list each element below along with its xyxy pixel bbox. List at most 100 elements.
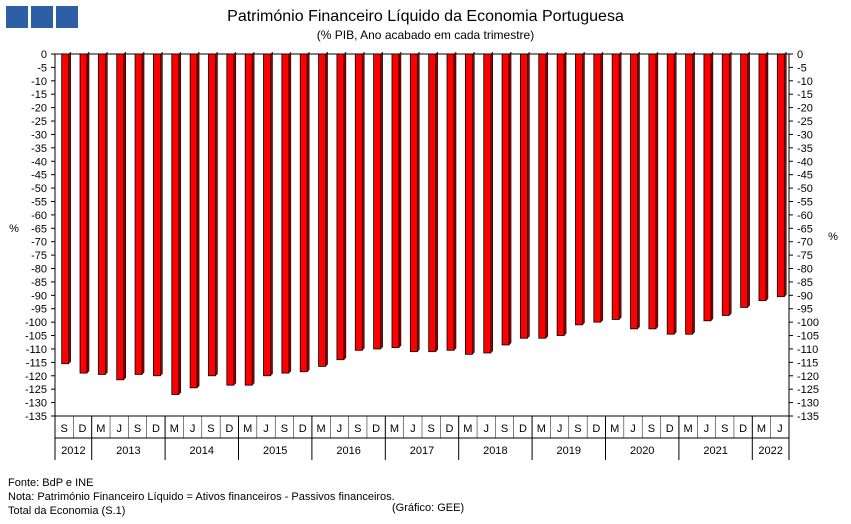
- y-tick-label-right: -50: [797, 183, 813, 195]
- x-tick-label: D: [299, 423, 307, 435]
- year-label: 2014: [190, 445, 214, 457]
- bar: [189, 53, 198, 389]
- year-label: 2015: [263, 445, 287, 457]
- x-tick-label: D: [739, 423, 747, 435]
- bar-side: [453, 51, 457, 351]
- y-tick-label-left: -105: [25, 331, 47, 343]
- bar: [61, 53, 70, 365]
- logo-square: [56, 6, 78, 28]
- y-tick-label-right: -130: [797, 398, 819, 410]
- y-tick-label-left: -10: [31, 76, 47, 88]
- bar: [703, 53, 712, 322]
- x-tick-label: M: [390, 423, 399, 435]
- bar-side: [563, 51, 567, 337]
- bar-side: [637, 51, 640, 330]
- year-label: 2018: [483, 445, 507, 457]
- y-tick-label-left: -60: [31, 210, 47, 222]
- x-tick-label: D: [152, 423, 160, 435]
- y-tick-label-left: -50: [31, 183, 47, 195]
- bar: [483, 53, 492, 354]
- bar-side: [215, 51, 218, 377]
- year-label: 2021: [703, 445, 727, 457]
- logo-square: [31, 6, 53, 28]
- bar-side: [417, 51, 420, 353]
- x-tick-label: S: [354, 423, 361, 435]
- bar: [721, 53, 730, 316]
- year-label: 2019: [557, 445, 581, 457]
- y-tick-label-left: -15: [31, 89, 47, 101]
- bar: [758, 53, 767, 302]
- y-tick-label-right: -55: [797, 196, 813, 208]
- chart-title: Património Financeiro Líquido da Economi…: [227, 8, 624, 25]
- y-tick-label-right: -80: [797, 264, 813, 276]
- y-tick-label-right: -100: [797, 317, 819, 329]
- y-tick-label-left: -85: [31, 277, 47, 289]
- y-tick-label-left: 0: [41, 49, 47, 61]
- bar-side: [196, 51, 200, 389]
- y-tick-label-left: -100: [25, 317, 47, 329]
- bar-side: [343, 51, 347, 361]
- bar-side: [68, 51, 71, 365]
- bar: [464, 53, 473, 355]
- y-tick-label-left: -55: [31, 196, 47, 208]
- y-tick-label-left: -80: [31, 264, 47, 276]
- bar-side: [692, 51, 695, 335]
- bar: [593, 53, 602, 323]
- x-tick-label: M: [537, 423, 546, 435]
- year-label: 2012: [61, 445, 85, 457]
- bar-side: [490, 51, 493, 354]
- x-tick-label: D: [666, 423, 674, 435]
- bar: [685, 53, 693, 335]
- y-tick-label-right: -10: [797, 76, 813, 88]
- x-tick-label: J: [337, 423, 343, 435]
- y-tick-label-right: -45: [797, 170, 813, 182]
- y-tick-label-right: -85: [797, 277, 813, 289]
- y-tick-label-right: -90: [797, 290, 813, 302]
- bar: [538, 53, 547, 339]
- bar: [520, 53, 528, 339]
- x-tick-label: S: [428, 423, 435, 435]
- bar: [281, 53, 290, 374]
- x-tick-label: J: [410, 423, 416, 435]
- x-tick-label: J: [630, 423, 636, 435]
- y-tick-label-right: -105: [797, 331, 819, 343]
- bar: [501, 53, 510, 346]
- x-tick-label: S: [501, 423, 508, 435]
- bar-side: [600, 51, 604, 323]
- x-tick-label: S: [574, 423, 581, 435]
- bar-side: [251, 51, 255, 386]
- bar: [171, 53, 180, 395]
- year-label: 2016: [336, 445, 360, 457]
- bar: [373, 53, 382, 350]
- y-tick-label-right: -5: [797, 62, 807, 74]
- y-tick-label-left: -125: [25, 384, 47, 396]
- y-tick-label-right: -65: [797, 223, 813, 235]
- y-tick-label-left: -35: [31, 143, 47, 155]
- x-tick-label: M: [757, 423, 766, 435]
- y-tick-label-right: -15: [797, 89, 813, 101]
- bar: [666, 53, 675, 335]
- bar-side: [178, 51, 182, 396]
- bar: [575, 53, 583, 326]
- x-tick-label: J: [263, 423, 269, 435]
- y-tick-label-right: -115: [797, 357, 818, 369]
- bar-side: [380, 51, 383, 350]
- x-tick-label: J: [704, 423, 710, 435]
- y-tick-label-left: -95: [31, 304, 47, 316]
- bar-side: [105, 51, 108, 376]
- x-tick-label: D: [519, 423, 527, 435]
- bar: [79, 53, 88, 374]
- x-tick-label: M: [463, 423, 472, 435]
- y-tick-label-right: -110: [797, 344, 818, 356]
- bar: [244, 53, 253, 386]
- bar-side: [545, 51, 549, 339]
- x-tick-label: M: [170, 423, 179, 435]
- bar-side: [233, 51, 237, 386]
- footer-source: Fonte: BdP e INE: [8, 477, 94, 489]
- bar-side: [288, 51, 292, 374]
- bar: [740, 53, 749, 308]
- bar-side: [618, 51, 622, 321]
- bar-side: [160, 51, 163, 377]
- x-tick-label: S: [134, 423, 141, 435]
- y-axis-label-left: %: [9, 223, 19, 235]
